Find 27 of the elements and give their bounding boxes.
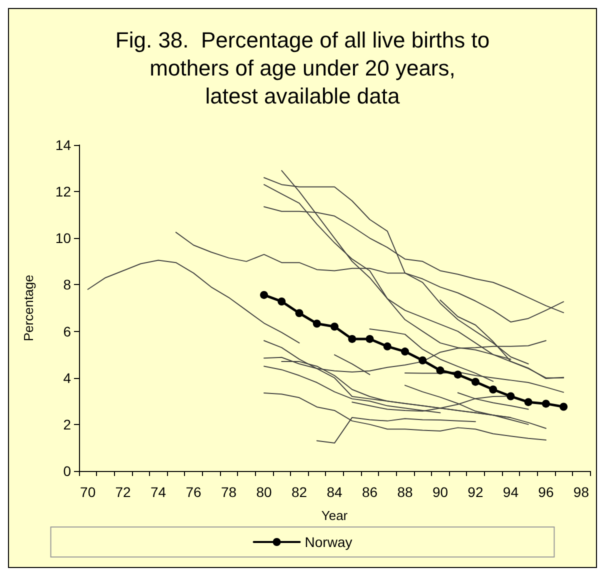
x-tick-label: 72 — [115, 484, 132, 500]
y-tick-label: 6 — [63, 323, 72, 340]
x-tick-label: 88 — [397, 484, 413, 500]
y-tick-label: 14 — [55, 137, 72, 153]
x-tick-label: 92 — [468, 484, 484, 500]
x-tick-label: 96 — [538, 484, 554, 500]
x-axis-title: Year — [321, 508, 348, 523]
x-tick-label: 76 — [186, 484, 202, 500]
x-tick-label: 70 — [80, 484, 96, 500]
x-tick-label: 78 — [220, 484, 237, 500]
x-tick-label: 86 — [362, 484, 378, 500]
x-tick-label: 74 — [150, 484, 166, 500]
y-tick-label: 12 — [55, 184, 72, 200]
y-tick-label: 10 — [55, 230, 72, 246]
chart-title: Fig. 38. Percentage of all live births to mothers of age under 20 years, latest available data — [115, 28, 490, 108]
y-axis-title: Percentage — [21, 274, 36, 342]
x-tick-label: 84 — [326, 484, 342, 500]
x-tick-label: 90 — [432, 484, 448, 500]
y-tick-label: 8 — [63, 276, 72, 293]
x-tick-label: 94 — [502, 484, 519, 500]
x-tick-label: 98 — [573, 484, 590, 500]
y-tick-label: 4 — [63, 370, 72, 386]
x-tick-label: 82 — [291, 484, 308, 500]
legend-label: Norway — [304, 534, 352, 550]
y-tick-label: 2 — [63, 416, 72, 432]
x-tick-label: 80 — [256, 484, 272, 500]
y-tick-label: 0 — [63, 463, 72, 479]
